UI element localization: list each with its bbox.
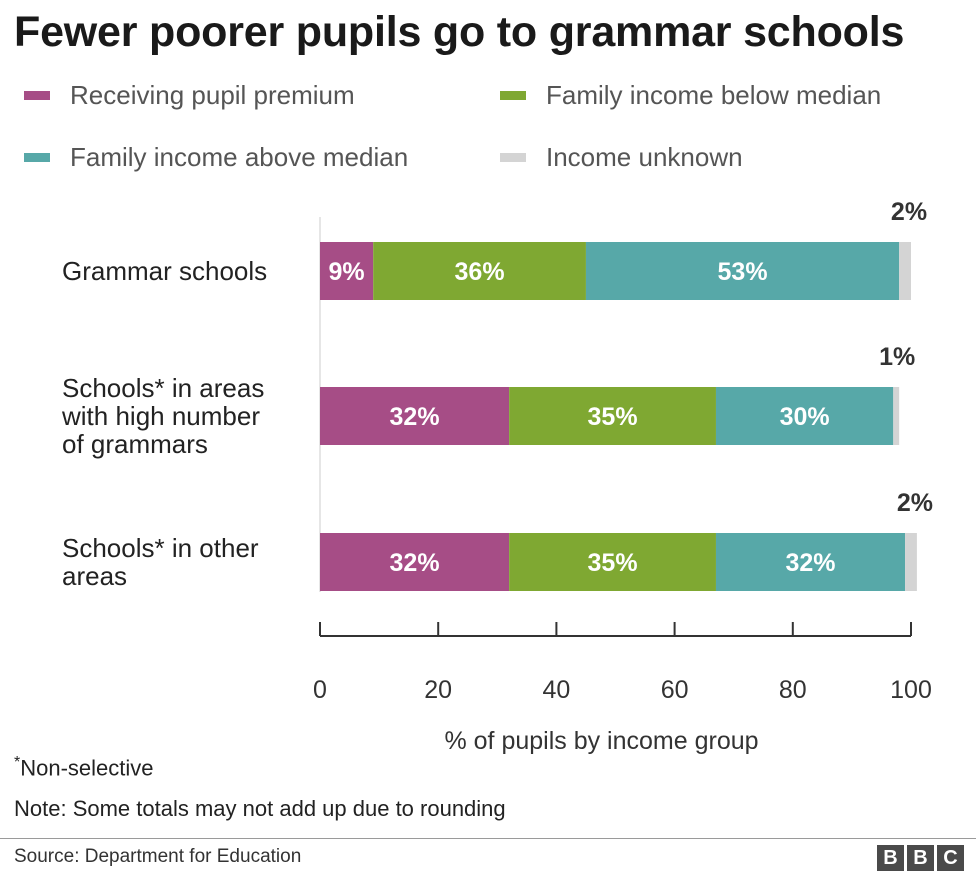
- x-tick-label: 40: [542, 676, 570, 704]
- x-tick-label: 60: [661, 676, 689, 704]
- bar-segment: [893, 387, 900, 445]
- data-label: 36%: [455, 258, 505, 286]
- footnote-nonselective-text: Non-selective: [20, 755, 154, 781]
- legend-item-above-median: Family income above median: [24, 142, 408, 172]
- x-tick-label: 0: [313, 676, 327, 704]
- bar-segment: [585, 242, 900, 300]
- bar-segment: [320, 242, 374, 300]
- bar-segment: [715, 533, 906, 591]
- data-label: 9%: [329, 258, 365, 286]
- legend-item-pupil-premium: Receiving pupil premium: [24, 80, 355, 110]
- data-label: 53%: [718, 258, 768, 286]
- category-label: with high number: [61, 401, 260, 431]
- bbc-logo: B B C: [877, 845, 964, 871]
- data-label: 32%: [390, 549, 440, 577]
- chart-title: Fewer poorer pupils go to grammar school…: [14, 8, 905, 56]
- bar-segment: [509, 533, 716, 591]
- category-label: Schools* in other: [62, 533, 259, 563]
- x-axis-label: % of pupils by income group: [444, 727, 758, 755]
- footnote-note: Note: Some totals may not add up due to …: [14, 796, 506, 821]
- footer-divider: [0, 838, 976, 839]
- x-tick-label: 100: [890, 676, 932, 704]
- bar-segment: [905, 533, 917, 591]
- data-label: 30%: [780, 403, 830, 431]
- bbc-logo-letter: C: [937, 845, 964, 871]
- data-label: 2%: [897, 489, 933, 517]
- bar-segment: [320, 533, 510, 591]
- data-label: 1%: [879, 343, 915, 371]
- bar-segment: [373, 242, 586, 300]
- bar-segment: [509, 387, 716, 445]
- category-label: Schools* in areas: [62, 373, 264, 403]
- data-label: 35%: [588, 549, 638, 577]
- legend-swatch: [24, 90, 50, 100]
- legend-label: Receiving pupil premium: [70, 79, 355, 110]
- legend-item-income-unknown: Income unknown: [500, 142, 743, 172]
- bbc-logo-letter: B: [907, 845, 934, 871]
- legend-swatch: [500, 90, 526, 100]
- bbc-logo-letter: B: [877, 845, 904, 871]
- bar-segment: [899, 242, 911, 300]
- x-tick-label: 80: [779, 676, 807, 704]
- legend-swatch: [500, 152, 526, 162]
- category-label: areas: [62, 561, 127, 591]
- legend-label: Income unknown: [546, 141, 743, 172]
- x-tick-label: 20: [424, 676, 452, 704]
- footnote-nonselective: *Non-selective: [14, 754, 154, 781]
- legend-item-below-median: Family income below median: [500, 80, 881, 110]
- data-label: 2%: [891, 198, 927, 226]
- category-label: of grammars: [62, 429, 208, 459]
- category-label: Grammar schools: [62, 256, 267, 286]
- stacked-bar-chart: 9% 36% 53% 2% Grammar schools 32% 35% 30% 1% Scho…: [61, 198, 933, 755]
- source-text: Source: Department for Education: [14, 846, 302, 867]
- bar-segment: [715, 387, 894, 445]
- data-label: 32%: [390, 403, 440, 431]
- footnote-asterisk: *: [14, 754, 21, 771]
- legend-label: Family income below median: [546, 79, 882, 110]
- legend-label: Family income above median: [70, 141, 409, 172]
- data-label: 32%: [786, 549, 836, 577]
- legend-swatch: [24, 152, 50, 162]
- bar-segment: [320, 387, 510, 445]
- data-label: 35%: [588, 403, 638, 431]
